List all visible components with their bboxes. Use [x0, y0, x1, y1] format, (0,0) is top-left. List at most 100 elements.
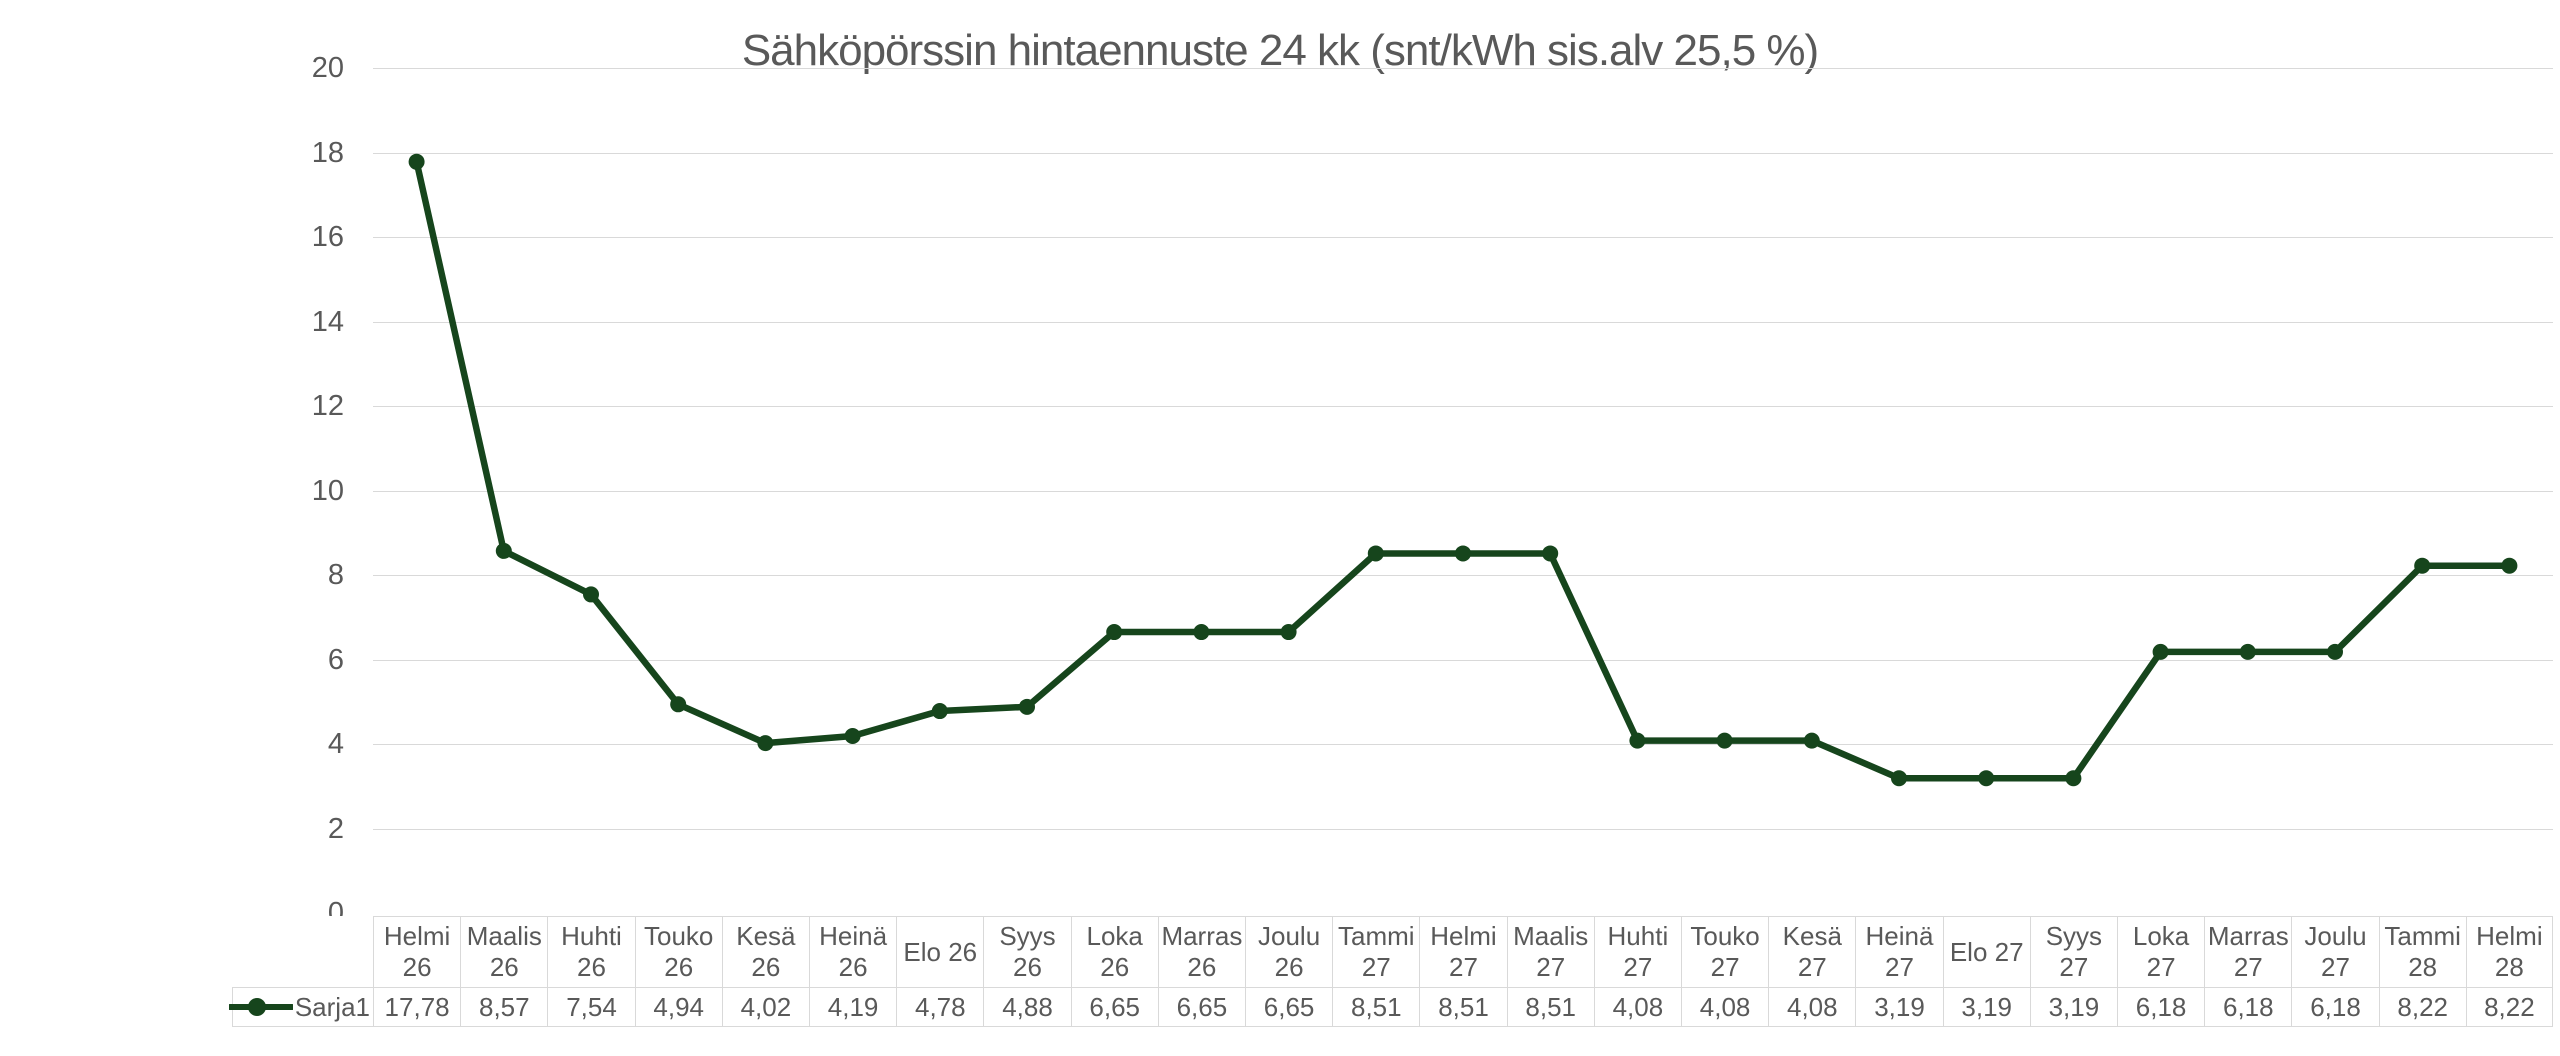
data-point-marker: [1542, 545, 1559, 562]
value-cell: 4,02: [721, 987, 809, 1027]
data-point-marker: [1106, 624, 1123, 641]
x-category-cell: Joulu 26: [1244, 916, 1333, 987]
x-category-cell: Loka 26: [1070, 916, 1158, 987]
value-cell: 8,51: [1419, 987, 1507, 1027]
x-category-label-wrap: Marras 26: [1161, 921, 1242, 983]
x-category-label-wrap: Loka 27: [2133, 921, 2189, 983]
value-cell: 8,57: [460, 987, 548, 1027]
x-category-label-wrap: Marras 27: [2208, 921, 2289, 983]
x-category-label: Maalis: [466, 921, 542, 951]
value-cell: 4,08: [1593, 987, 1681, 1027]
data-point-marker: [2501, 557, 2518, 574]
value-cell: 4,19: [808, 987, 897, 1027]
y-axis-tick-label: 2: [327, 812, 344, 845]
x-category-label-wrap: Touko 26: [644, 921, 713, 983]
x-category-label-wrap: Helmi 26: [384, 921, 450, 983]
y-axis-tick-label: 14: [311, 305, 344, 338]
value-cell: 17,78: [373, 987, 461, 1027]
data-point-marker: [1455, 545, 1471, 562]
value-cell: 6,18: [2204, 987, 2292, 1027]
x-category-label-wrap: Touko 27: [1690, 921, 1759, 983]
data-point-marker: [844, 727, 861, 744]
x-category-year: 27: [1797, 952, 1827, 982]
x-category-cell: Helmi 28: [2465, 916, 2553, 987]
value-cell: 6,65: [1244, 987, 1333, 1027]
data-point-marker: [495, 542, 512, 559]
x-category-label-wrap: Huhti 27: [1608, 921, 1669, 983]
x-category-label: Marras: [1161, 921, 1243, 951]
value-cell: 7,54: [547, 987, 635, 1027]
value-cell: 8,51: [1506, 987, 1594, 1027]
x-category-cell: Huhti 27: [1593, 916, 1681, 987]
x-category-label: Huhti: [1607, 921, 1669, 951]
x-category-label: Joulu: [1258, 921, 1321, 951]
x-category-label-wrap: Heinä 27: [1866, 921, 1934, 983]
x-category-cell: Helmi 26: [373, 916, 461, 987]
x-category-label: Kesä: [736, 921, 796, 951]
x-category-label: Helmi: [1430, 921, 1497, 951]
x-category-label: Touko: [1690, 921, 1760, 951]
x-category-cell: Touko 27: [1680, 916, 1769, 987]
value-cell: 3,19: [2029, 987, 2117, 1027]
x-category-year: 27: [2146, 952, 2176, 982]
value-cell: 6,65: [1157, 987, 1245, 1027]
y-axis-tick-label: 10: [311, 474, 344, 507]
x-category-cell: Syys 27: [2029, 916, 2117, 987]
x-category-cell: Touko 26: [634, 916, 722, 987]
x-category-label: Maalis: [1513, 921, 1589, 951]
x-category-label-wrap: Kesä 26: [736, 921, 795, 983]
y-axis-labels: 0 2 4 6 8 10 12 14 16 18 20: [0, 0, 344, 1056]
x-category-year: 26: [751, 952, 781, 982]
x-category-label-wrap: Joulu 26: [1258, 921, 1320, 983]
value-cell: 6,65: [1070, 987, 1158, 1027]
x-category-cell: Helmi 27: [1419, 916, 1507, 987]
x-category-label: Marras: [2207, 921, 2289, 951]
data-table: Helmi 26 Maalis 26 Huhti 26 Touko 26 Kesä 26 Heinä…: [228, 916, 2553, 1027]
x-category-year: 26: [838, 952, 868, 982]
table-corner-spacer: [232, 916, 373, 987]
y-axis-tick-label: 8: [327, 559, 344, 591]
x-category-label-wrap: Maalis 27: [1513, 921, 1588, 983]
x-category-year: 27: [1885, 952, 1914, 982]
x-category-label: Touko: [644, 921, 714, 951]
value-cell: 4,94: [634, 987, 722, 1027]
x-category-year: 26: [489, 952, 519, 982]
x-category-year: 27: [2233, 952, 2263, 982]
x-category-label: Loka: [2132, 921, 2190, 951]
value-cell: 3,19: [1942, 987, 2030, 1027]
x-category-label-wrap: Maalis 26: [467, 921, 542, 983]
value-cell: 3,19: [1855, 987, 1943, 1027]
x-category-year: 26: [1187, 952, 1217, 982]
x-category-cell: Maalis 26: [460, 916, 548, 987]
x-category-year: 27: [2321, 952, 2350, 982]
value-cell: 8,22: [2465, 987, 2553, 1027]
value-cell: 4,08: [1680, 987, 1769, 1027]
x-category-year: 27: [1536, 952, 1566, 982]
x-category-label: Kesä: [1782, 921, 1842, 951]
x-category-cell: Maalis 27: [1506, 916, 1594, 987]
y-axis-tick-label: 6: [327, 643, 344, 676]
value-cell: 4,08: [1768, 987, 1856, 1027]
x-category-cell: Heinä 26: [808, 916, 897, 987]
x-category-label: Tammi: [1338, 921, 1415, 951]
y-axis-tick-label: 20: [311, 52, 344, 84]
x-category-cell: Heinä 27: [1855, 916, 1943, 987]
legend-key-icon: [228, 998, 293, 1016]
x-category-label-wrap: Joulu 27: [2304, 921, 2366, 983]
x-category-cell: Marras 26: [1157, 916, 1245, 987]
x-category-year: 28: [2494, 952, 2524, 982]
data-point-marker: [2065, 770, 2082, 787]
x-category-cell: Joulu 27: [2291, 916, 2379, 987]
y-axis-tick-label: 4: [327, 728, 344, 760]
x-category-cell: Huhti 26: [547, 916, 635, 987]
x-category-label-wrap: Helmi 28: [2476, 921, 2542, 983]
x-category-year: 26: [1100, 952, 1130, 982]
x-category-label-wrap: Heinä 26: [819, 921, 887, 983]
data-point-marker: [2152, 643, 2169, 660]
x-category-label-wrap: Helmi 27: [1430, 921, 1496, 983]
data-point-marker: [931, 703, 948, 720]
data-point-marker: [2327, 643, 2343, 660]
x-category-cell: Tammi 28: [2378, 916, 2466, 987]
